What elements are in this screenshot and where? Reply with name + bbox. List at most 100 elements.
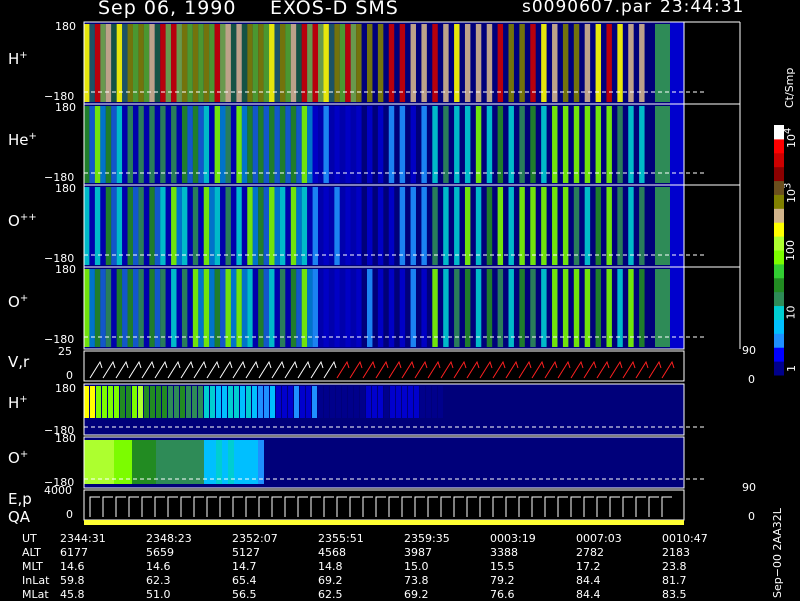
spectral-band-3-33	[443, 269, 449, 347]
spectral-fill-2-8	[176, 187, 182, 265]
spectral-band-0-34	[454, 24, 460, 102]
spectral-fill-0-21	[318, 24, 324, 102]
spectral-fill-2-2	[111, 187, 117, 265]
footer-value-alt-6: 2782	[576, 546, 604, 559]
lower-h-cell-30	[264, 386, 269, 418]
colorbar-seg-15	[774, 152, 784, 168]
spectral-band-3-44	[562, 269, 569, 347]
lower-h-cell-26	[240, 386, 245, 418]
lower-h-cell-47	[366, 386, 371, 418]
vr-mark-32	[505, 360, 519, 379]
vr-mark-5	[154, 360, 168, 379]
spectral-band-0-41	[530, 24, 536, 102]
vr-mark-3	[128, 360, 142, 379]
footer-value-mlt-5: 15.5	[490, 560, 515, 573]
vr-mark-24	[401, 360, 415, 379]
ep-mark-19	[336, 496, 347, 517]
spectral-band-1-3	[116, 106, 123, 183]
ep-mark-22	[375, 496, 386, 517]
lower-h-cell-35	[294, 386, 299, 418]
vr-mark-18	[323, 360, 337, 379]
spectral-band-2-29	[399, 187, 406, 265]
lower-h-cell-0	[84, 386, 89, 418]
spectral-band-1-8	[171, 106, 177, 183]
lower-h-cell-15	[174, 386, 179, 418]
spectral-fill-0-6	[154, 24, 161, 102]
spectral-band-1-42	[541, 106, 547, 183]
lower-h-cell-58	[432, 386, 437, 418]
spectral-fill-0-12	[220, 24, 226, 102]
lower-h-cell-54	[408, 386, 413, 418]
ep-mark-21	[362, 496, 373, 517]
plot-filename: s0090607.par	[522, 0, 653, 17]
footer-value-inlat-4: 73.8	[404, 574, 429, 587]
spectral-band-0-31	[421, 24, 427, 102]
spectral-band-1-15	[247, 106, 253, 183]
spectral-fill-2-7	[165, 187, 172, 265]
spectral-band-3-32	[432, 269, 438, 347]
spectral-band-2-49	[617, 187, 623, 265]
spectral-fill-0-5	[143, 24, 150, 102]
lower-h-cell-51	[390, 386, 395, 418]
spectral-band-3-42	[541, 269, 547, 347]
spectral-band-3-46	[584, 269, 591, 347]
spectral-band-2-3	[116, 187, 123, 265]
spectral-band-3-45	[573, 269, 580, 347]
ytick-max-2: 180	[55, 182, 76, 195]
lower-h-cell-45	[354, 386, 359, 418]
spectral-band-1-45	[573, 106, 580, 183]
ep-mark-31	[492, 496, 503, 517]
ep-mark-20	[349, 496, 360, 517]
spectral-band-3-18	[279, 269, 286, 347]
panel-edge-2	[655, 187, 670, 265]
spectral-band-2-25	[356, 187, 362, 265]
footer-value-mlat-6: 84.4	[576, 588, 601, 601]
spectral-band-3-50	[628, 269, 634, 347]
spectral-band-1-26	[367, 106, 373, 183]
vr-mark-38	[583, 360, 597, 379]
spectral-band-2-39	[508, 187, 514, 265]
spectral-band-0-39	[508, 24, 514, 102]
lower-h-cell-13	[162, 386, 167, 418]
spectral-band-0-33	[443, 24, 449, 102]
lower-h-cell-33	[282, 386, 287, 418]
spectral-band-2-19	[290, 187, 297, 265]
footer-value-inlat-3: 69.2	[318, 574, 343, 587]
spectral-band-1-37	[486, 106, 493, 183]
footer-value-alt-0: 6177	[60, 546, 88, 559]
spectral-band-0-38	[497, 24, 504, 102]
lower-h-frame	[83, 383, 685, 436]
lower-o-cell-20	[204, 440, 210, 484]
footer-value-mlt-7: 23.8	[662, 560, 687, 573]
spectral-band-0-24	[345, 24, 351, 102]
lower-h-cell-28	[252, 386, 257, 418]
ep-mark-6	[167, 496, 178, 517]
lower-h-cell-34	[288, 386, 293, 418]
lower-ytick-min-0: −180	[44, 424, 75, 437]
spectral-band-0-9	[181, 24, 188, 102]
ep-mark-7	[180, 496, 191, 517]
footer-value-mlat-2: 56.5	[232, 588, 257, 601]
spectral-fill-0-18	[285, 24, 291, 102]
colorbar-seg-5	[774, 291, 784, 307]
footer-value-mlat-1: 51.0	[146, 588, 171, 601]
vr-mark-42	[635, 360, 649, 379]
spectral-fill-2-12	[220, 187, 226, 265]
spectral-band-2-47	[595, 187, 602, 265]
ep-mark-35	[544, 496, 555, 517]
spectral-band-0-7	[160, 24, 166, 102]
lower-h-cell-23	[222, 386, 227, 418]
vr-mark-1	[102, 360, 116, 379]
spectral-band-3-9	[181, 269, 188, 347]
ep-mark-38	[583, 496, 594, 517]
lower-h-cell-48	[372, 386, 377, 418]
lower-o-cell-14	[168, 440, 174, 484]
ep-mark-5	[154, 496, 165, 517]
vr-mark-30	[479, 360, 493, 379]
footer-value-ut-0: 2344:31	[60, 532, 106, 545]
lower-h-cell-29	[258, 386, 263, 418]
spectral-band-3-29	[399, 269, 406, 347]
spectral-band-3-24	[345, 269, 351, 347]
spectral-band-3-47	[595, 269, 602, 347]
